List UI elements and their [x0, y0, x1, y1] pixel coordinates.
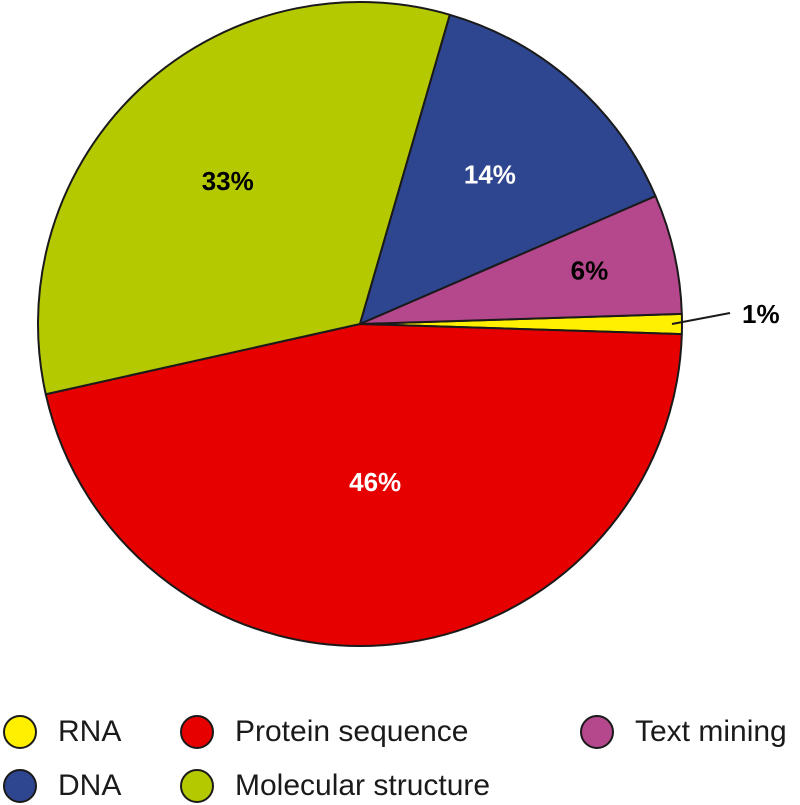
legend-item-dna: DNA — [3, 769, 121, 803]
legend-label-text-mining: Text mining — [635, 715, 787, 748]
slice-label-molecular-structure: 33% — [202, 166, 254, 196]
legend-item-protein-sequence: Protein sequence — [180, 715, 469, 749]
slice-dna — [359, 13, 657, 325]
pie-slices — [37, 1, 683, 647]
legend-item-rna: RNA — [3, 715, 121, 749]
legend-label-rna: RNA — [58, 715, 121, 748]
slice-label-protein-sequence: 46% — [349, 467, 401, 497]
legend-label-molecular-structure: Molecular structure — [235, 769, 490, 802]
leader-line-rna — [671, 312, 731, 325]
legend-label-dna: DNA — [58, 769, 121, 802]
slice-label-dna: 14% — [464, 160, 516, 190]
legend-swatch-dna — [3, 769, 37, 803]
legend: RNA Protein sequence Text mining DNA Molecul… — [3, 715, 787, 803]
slice-label-rna: 1% — [742, 299, 780, 329]
slice-protein-sequence — [44, 323, 683, 647]
slice-molecular-structure — [37, 1, 451, 396]
slice-text-mining — [359, 195, 683, 325]
legend-item-molecular-structure: Molecular structure — [180, 769, 490, 803]
legend-item-text-mining: Text mining — [580, 715, 787, 749]
legend-swatch-text-mining — [580, 715, 614, 749]
legend-label-protein-sequence: Protein sequence — [235, 715, 469, 748]
pie-labels: 1% 46% 33% 14% 6% — [202, 160, 780, 498]
legend-swatch-protein-sequence — [180, 715, 214, 749]
legend-swatch-rna — [3, 715, 37, 749]
slice-label-text-mining: 6% — [571, 256, 609, 286]
legend-swatch-molecular-structure — [180, 769, 214, 803]
